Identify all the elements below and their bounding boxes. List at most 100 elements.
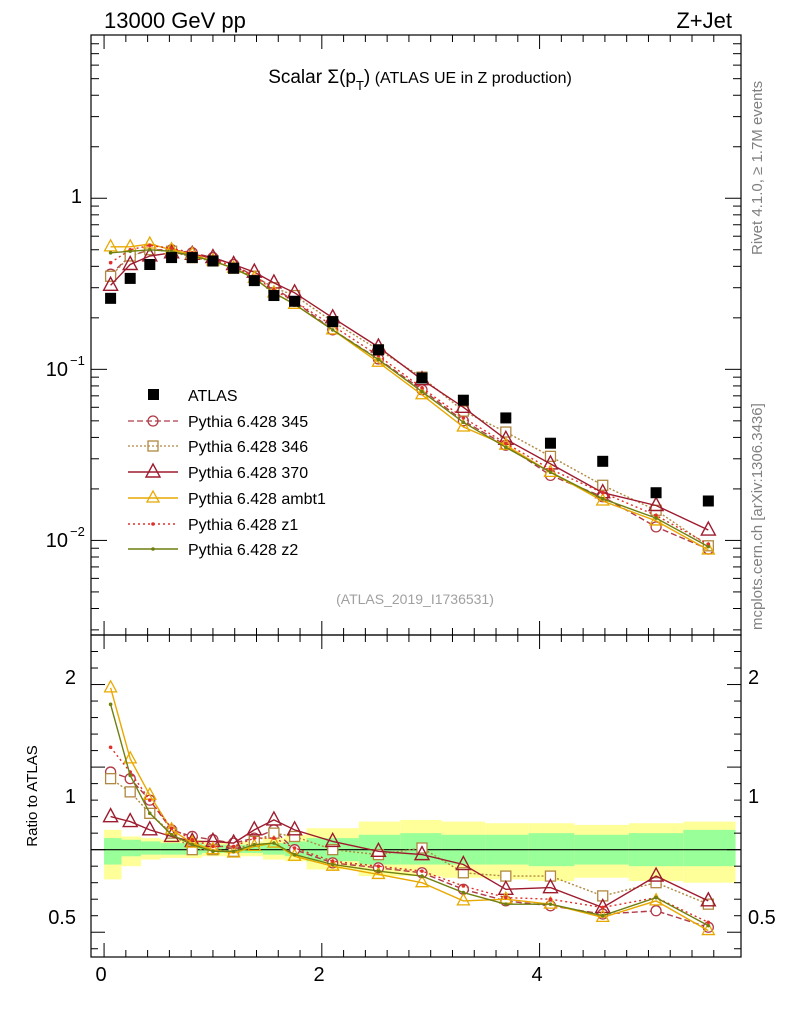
ratio-point-z2 xyxy=(706,923,711,928)
plot-title-rest: (ATLAS UE in Z production) xyxy=(370,70,572,87)
ratio-point-z2 xyxy=(330,862,335,867)
ratio-point-z1 xyxy=(211,844,215,849)
ratio-ytick-left-2: 2 xyxy=(65,667,76,689)
point-z2 xyxy=(504,445,508,450)
ratio-point-z2 xyxy=(252,842,257,847)
point-atlas xyxy=(544,437,556,449)
point-370 xyxy=(122,255,139,271)
ratio-plot-area xyxy=(91,635,741,957)
ratio-point-z2 xyxy=(376,869,381,873)
ratio-point-ambt1 xyxy=(185,834,200,848)
point-z1 xyxy=(654,513,658,518)
point-z2 xyxy=(654,516,658,520)
xtick-label-0: 0 xyxy=(95,964,106,986)
legend-entry-atlas: ATLAS xyxy=(148,388,238,405)
ratio-point-370 xyxy=(286,820,303,836)
point-atlas xyxy=(327,316,339,328)
point-atlas xyxy=(186,252,198,264)
ratio-point-z2 xyxy=(420,874,424,878)
point-atlas xyxy=(289,295,301,307)
ratio-point-345 xyxy=(650,905,662,917)
point-atlas xyxy=(500,412,512,424)
ratio-point-346 xyxy=(288,830,301,843)
legend-entry-z2: Pythia 6.428 z2 xyxy=(128,542,298,559)
ratio-point-z1 xyxy=(330,859,335,864)
ratio-point-346 xyxy=(702,898,714,910)
main-ytick-label-exp-1: −1 xyxy=(70,353,85,368)
legend-marker-370 xyxy=(144,462,162,478)
ratio-point-z1 xyxy=(272,836,276,840)
band-inner xyxy=(243,844,264,853)
ratio-point-ambt1 xyxy=(266,834,282,848)
ratio-point-z1 xyxy=(169,826,174,830)
ratio-point-z1 xyxy=(231,844,236,849)
ratio-point-z2 xyxy=(600,913,605,918)
point-z1 xyxy=(420,385,424,390)
point-z2 xyxy=(706,544,711,549)
rivet-label: Rivet 4.1.0, ≥ 1.7M events xyxy=(749,81,766,255)
ratio-point-370 xyxy=(163,826,180,843)
band-inner xyxy=(121,839,142,857)
ratio-point-ambt1 xyxy=(205,841,221,855)
point-ambt1 xyxy=(103,238,118,252)
point-ambt1 xyxy=(371,353,386,367)
point-atlas xyxy=(166,252,178,264)
point-z2 xyxy=(128,249,132,254)
main-ytick-label-10a-base: 10 xyxy=(46,359,68,381)
ratio-point-ambt1 xyxy=(371,866,386,880)
ratio-point-370 xyxy=(102,807,119,823)
ratio-point-370 xyxy=(700,891,717,907)
main-ytick-label-10a: 10 xyxy=(46,359,68,381)
point-z2 xyxy=(600,497,605,501)
main-ytick-label-10b-base: 10 xyxy=(46,530,68,552)
plot-title-close: ) xyxy=(364,67,370,88)
ratio-point-370 xyxy=(122,812,139,828)
point-atlas xyxy=(372,344,384,356)
band-inner xyxy=(683,829,736,867)
ratio-point-z1 xyxy=(420,869,424,873)
ratio-point-z2 xyxy=(504,902,508,906)
ratio-point-z1 xyxy=(376,864,381,868)
ratio-point-370 xyxy=(246,820,263,836)
ratio-point-z2 xyxy=(169,833,174,837)
ratio-point-ambt1 xyxy=(103,679,118,693)
ratio-point-z2 xyxy=(461,890,466,895)
legend-marker-atlas xyxy=(148,389,159,400)
point-z2 xyxy=(330,328,335,332)
point-z2 xyxy=(420,389,424,394)
ratio-point-z2 xyxy=(190,842,195,847)
legend-entry-346: Pythia 6.428 346 xyxy=(128,439,308,456)
ratio-point-370 xyxy=(324,831,341,848)
point-370 xyxy=(102,275,119,291)
ratio-point-370 xyxy=(370,841,387,858)
point-atlas xyxy=(228,262,240,274)
ratio-point-z1 xyxy=(461,884,466,888)
ratio-point-z2 xyxy=(548,902,553,906)
ratio-point-z2 xyxy=(231,849,236,854)
xtick-label-2: 2 xyxy=(313,964,324,986)
ratio-point-ambt1 xyxy=(414,874,430,888)
main-ytick-label-exp-2: −2 xyxy=(70,524,85,539)
point-atlas xyxy=(144,258,156,270)
legend-label-z1: Pythia 6.428 z1 xyxy=(188,517,298,534)
legend-marker-346 xyxy=(147,440,159,452)
legend-entry-z1: Pythia 6.428 z1 xyxy=(128,517,298,534)
xtick-label-4: 4 xyxy=(531,964,542,986)
legend-entry-345: Pythia 6.428 345 xyxy=(128,414,308,431)
legend-label-345: Pythia 6.428 345 xyxy=(188,414,308,431)
legend-label-346: Pythia 6.428 346 xyxy=(188,439,308,456)
point-370 xyxy=(700,520,717,536)
ratio-ytick-left-0-5: 0.5 xyxy=(48,907,76,929)
point-ambt1 xyxy=(701,541,716,555)
legend: ATLAS Pythia 6.428 345 Pythia 6.428 346 … xyxy=(128,388,326,559)
ratio-point-346 xyxy=(500,870,512,882)
point-atlas xyxy=(248,275,260,287)
point-ambt1 xyxy=(456,418,471,432)
ratio-point-346 xyxy=(650,877,662,889)
ratio-point-346 xyxy=(327,844,339,856)
ratio-point-ambt1 xyxy=(123,750,138,764)
point-atlas xyxy=(124,272,136,284)
ratio-ytick-left-1: 1 xyxy=(65,786,76,808)
point-z2 xyxy=(108,250,113,255)
